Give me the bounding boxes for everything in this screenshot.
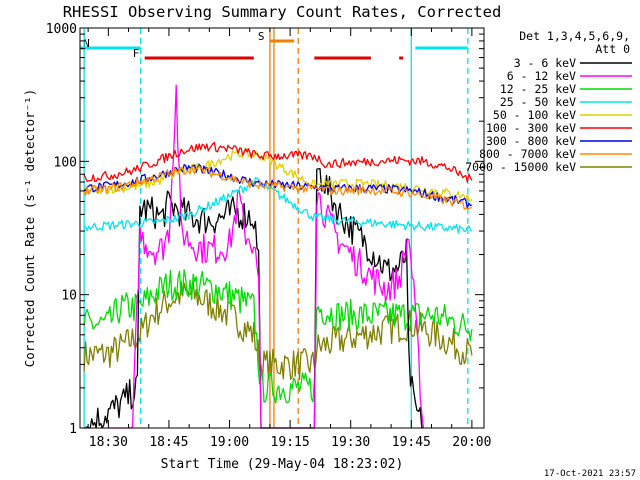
series-line-3-6-kev xyxy=(84,167,424,429)
series-line-7000-15000-kev xyxy=(83,279,473,381)
y-tick-label: 1 xyxy=(69,422,77,437)
plot-frame xyxy=(79,27,485,429)
x-tick-label: 18:30 xyxy=(89,435,128,450)
data-series xyxy=(83,84,473,429)
series-line-25-50-kev xyxy=(83,177,473,234)
x-tick-label: 19:00 xyxy=(210,435,249,450)
x-axis-label: Start Time (29-May-04 18:23:02) xyxy=(161,457,404,472)
series-line-12-25-kev xyxy=(83,269,473,404)
chart-title: RHESSI Observing Summary Count Rates, Co… xyxy=(63,3,502,21)
x-tick-label: 20:00 xyxy=(452,435,491,450)
legend-label-300-800-kev: 300 - 800 keV xyxy=(486,134,576,148)
legend-label-7000-15000-kev: 7000 - 15000 keV xyxy=(465,160,576,174)
footer-timestamp: 17-Oct-2021 23:57 xyxy=(544,469,636,479)
legend-label-25-50-kev: 25 - 50 keV xyxy=(500,95,576,109)
legend-title: Det 1,3,4,5,6,9, xyxy=(519,29,630,43)
legend-label-6-12-kev: 6 - 12 keV xyxy=(507,69,576,83)
series-line-100-300-kev xyxy=(83,141,473,183)
observing-flags: N F S xyxy=(80,30,468,60)
flag-label-s: S xyxy=(258,30,265,43)
y-axis: 1 10 100 1000 xyxy=(46,22,484,437)
legend-label-50-100-kev: 50 - 100 keV xyxy=(493,108,576,122)
legend-label-100-300-kev: 100 - 300 keV xyxy=(486,121,576,135)
flag-label-n: N xyxy=(83,37,90,50)
y-axis-label: Corrected Count Rate (s⁻¹ detector⁻¹) xyxy=(22,89,37,367)
y-tick-label: 10 xyxy=(61,289,77,304)
flag-label-f: F xyxy=(133,47,140,60)
y-tick-label: 100 xyxy=(54,155,77,170)
x-tick-label: 18:45 xyxy=(149,435,188,450)
y-tick-label: 1000 xyxy=(46,22,77,37)
series-line-800-7000-kev xyxy=(83,165,473,210)
legend-label-800-7000-kev: 800 - 7000 keV xyxy=(479,147,576,161)
x-tick-label: 19:30 xyxy=(331,435,370,450)
legend-title: Att 0 xyxy=(595,42,630,56)
x-tick-label: 19:45 xyxy=(392,435,431,450)
x-axis: 18:30 18:45 19:00 19:15 19:30 19:45 20:00 xyxy=(87,28,491,450)
legend-label-3-6-kev: 3 - 6 keV xyxy=(514,56,576,70)
legend-label-12-25-kev: 12 - 25 keV xyxy=(500,82,576,96)
x-tick-label: 19:15 xyxy=(271,435,310,450)
